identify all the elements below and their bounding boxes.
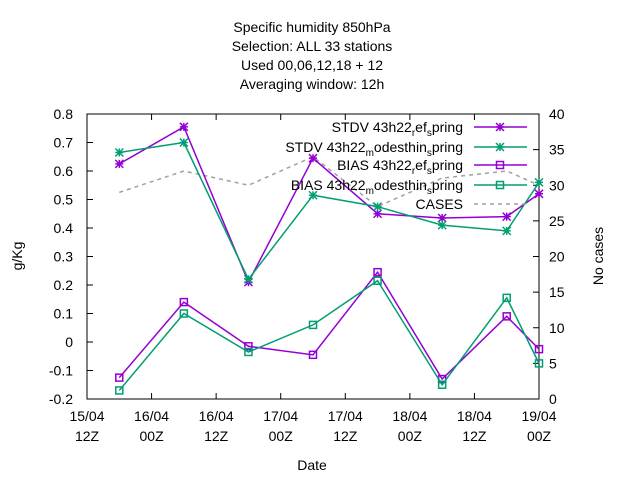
data-point bbox=[114, 147, 124, 158]
data-point bbox=[115, 386, 124, 395]
title-line-3: Used 00,06,12,18 + 12 bbox=[241, 57, 383, 73]
legend-marker bbox=[495, 142, 505, 152]
series-3 bbox=[115, 276, 544, 395]
y-tick-label: -0.2 bbox=[49, 391, 73, 407]
series-line bbox=[118, 125, 540, 284]
y2-tick-label: 30 bbox=[549, 177, 565, 193]
series-line bbox=[119, 155, 540, 208]
y2-tick-label: 0 bbox=[549, 391, 557, 407]
x-tick-label-date: 16/04 bbox=[199, 408, 234, 424]
title-line-4: Averaging window: 12h bbox=[240, 76, 385, 92]
legend-label: BIAS 43h22modesthinspring bbox=[291, 177, 463, 197]
data-point bbox=[179, 297, 189, 307]
y2-tick-label: 20 bbox=[549, 249, 565, 265]
y-tick-label: 0.2 bbox=[54, 277, 74, 293]
legend-label: STDV 43h22modesthinspring bbox=[285, 139, 463, 159]
data-point bbox=[437, 213, 447, 223]
data-point bbox=[373, 209, 383, 219]
x-tick-label-date: 18/04 bbox=[392, 408, 427, 424]
y-tick-label: 0 bbox=[65, 334, 73, 350]
y2-tick-label: 15 bbox=[549, 284, 565, 300]
series-line bbox=[119, 141, 540, 281]
data-point bbox=[179, 122, 189, 132]
title-line-2: Selection: ALL 33 stations bbox=[232, 38, 393, 54]
data-point bbox=[502, 226, 512, 236]
series-4 bbox=[119, 155, 540, 208]
y2-tick-label: 5 bbox=[549, 355, 557, 371]
data-point bbox=[534, 344, 544, 354]
x-tick-label-date: 19/04 bbox=[521, 408, 556, 424]
series-line bbox=[118, 279, 540, 391]
y2-tick-label: 35 bbox=[549, 142, 565, 158]
series-layer bbox=[114, 122, 544, 395]
legend-label: CASES bbox=[416, 196, 463, 212]
title-line-1: Specific humidity 850hPa bbox=[233, 19, 390, 35]
y-tick-label: -0.1 bbox=[49, 363, 73, 379]
data-point bbox=[534, 359, 544, 368]
series-2 bbox=[115, 267, 544, 384]
x-tick-label-date: 17/04 bbox=[263, 408, 298, 424]
chart-title: Specific humidity 850hPa Selection: ALL … bbox=[232, 19, 393, 92]
y-tick-label: 0.1 bbox=[54, 306, 74, 322]
data-point bbox=[308, 190, 318, 200]
x-tick-label-hour: 12Z bbox=[462, 428, 487, 444]
legend-marker bbox=[495, 160, 505, 170]
x-tick-label-hour: 00Z bbox=[398, 428, 423, 444]
data-point bbox=[244, 342, 253, 351]
data-point bbox=[115, 373, 124, 382]
data-point bbox=[534, 177, 544, 187]
data-point bbox=[373, 276, 382, 285]
data-point bbox=[502, 312, 511, 321]
y-tick-label: 0.7 bbox=[54, 135, 74, 151]
y2-axis-label: No cases bbox=[590, 227, 606, 285]
x-tick-label-date: 18/04 bbox=[457, 408, 492, 424]
data-point bbox=[437, 380, 447, 389]
data-point bbox=[244, 347, 253, 357]
series-0 bbox=[114, 122, 544, 287]
data-point bbox=[308, 350, 318, 360]
legend-marker bbox=[495, 180, 505, 190]
data-point bbox=[114, 159, 124, 169]
y2-tick-label: 10 bbox=[549, 320, 565, 336]
y-tick-label: 0.6 bbox=[54, 163, 74, 179]
data-point bbox=[179, 137, 189, 148]
data-point bbox=[243, 274, 253, 284]
y-tick-label: 0.8 bbox=[54, 106, 74, 122]
data-point bbox=[437, 220, 447, 230]
data-point bbox=[308, 320, 318, 330]
x-tick-label-hour: 12Z bbox=[75, 428, 100, 444]
x-tick-label-date: 15/04 bbox=[69, 408, 104, 424]
y-tick-label: 0.5 bbox=[54, 192, 74, 208]
data-point bbox=[373, 267, 382, 277]
x-tick-label-hour: 00Z bbox=[269, 428, 294, 444]
x-axis-label: Date bbox=[297, 457, 327, 473]
y-tick-label: 0.4 bbox=[54, 220, 74, 236]
legend-marker bbox=[495, 122, 505, 132]
x-tick-label-hour: 00Z bbox=[140, 428, 165, 444]
x-tick-label-hour: 00Z bbox=[527, 428, 552, 444]
data-point bbox=[373, 202, 383, 212]
series-line bbox=[118, 270, 540, 381]
y-tick-label: 0.3 bbox=[54, 249, 74, 265]
y2-tick-label: 25 bbox=[549, 213, 565, 229]
x-tick-label-date: 17/04 bbox=[328, 408, 363, 424]
legend-label: STDV 43h22refspring bbox=[332, 119, 463, 139]
data-point bbox=[502, 293, 511, 303]
data-point bbox=[179, 309, 189, 318]
x-tick-label-date: 16/04 bbox=[134, 408, 169, 424]
data-point bbox=[502, 212, 512, 222]
x-tick-label-hour: 12Z bbox=[333, 428, 358, 444]
y-axis-label: g/Kg bbox=[9, 242, 25, 271]
axes: -0.2 -0.1 0 0.1 0.2 0.3 0.4 0.5 0.6 0.7 0.8 0 5 10 15 2… bbox=[49, 106, 565, 444]
data-point bbox=[308, 153, 318, 163]
data-point bbox=[534, 189, 544, 199]
y2-tick-label: 40 bbox=[549, 106, 565, 122]
x-tick-label-hour: 12Z bbox=[204, 428, 229, 444]
legend-label: BIAS 43h22refspring bbox=[337, 157, 463, 177]
series-1 bbox=[114, 137, 544, 284]
